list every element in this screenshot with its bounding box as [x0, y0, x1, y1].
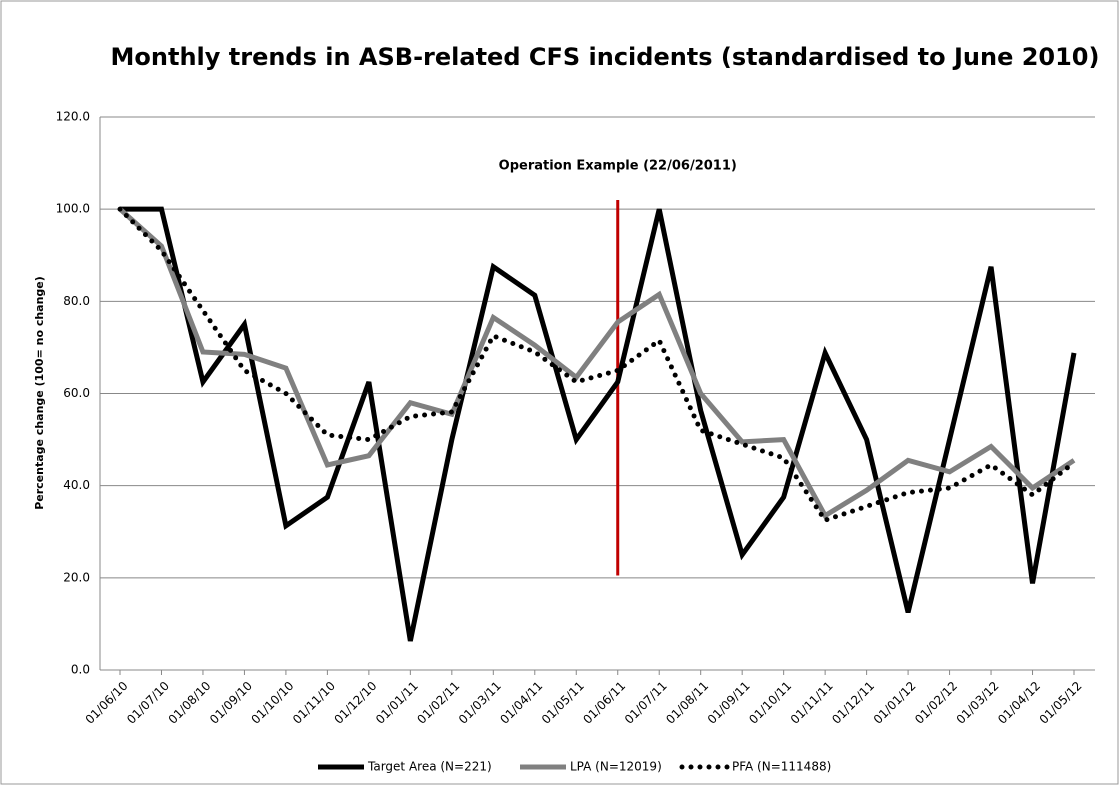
annotation-label: Operation Example (22/06/2011)	[499, 159, 737, 174]
y-tick-label: 120.0	[56, 110, 90, 124]
y-tick-label: 0.0	[71, 663, 90, 677]
legend-label: PFA (N=111488)	[732, 760, 831, 774]
legend-label: Target Area (N=221)	[367, 760, 492, 774]
y-tick-label: 60.0	[63, 386, 90, 400]
chart-title: Monthly trends in ASB-related CFS incide…	[111, 43, 1100, 71]
series-line	[117, 206, 1077, 524]
series-line	[118, 207, 1076, 520]
y-tick-label: 80.0	[63, 294, 90, 308]
y-tick-label: 40.0	[63, 478, 90, 492]
series-line	[120, 206, 1077, 642]
legend-label: LPA (N=12019)	[570, 760, 662, 774]
y-tick-label: 20.0	[63, 570, 90, 584]
y-tick-label: 100.0	[56, 202, 90, 216]
y-axis-title: Percentage change (100= no change)	[33, 276, 46, 510]
